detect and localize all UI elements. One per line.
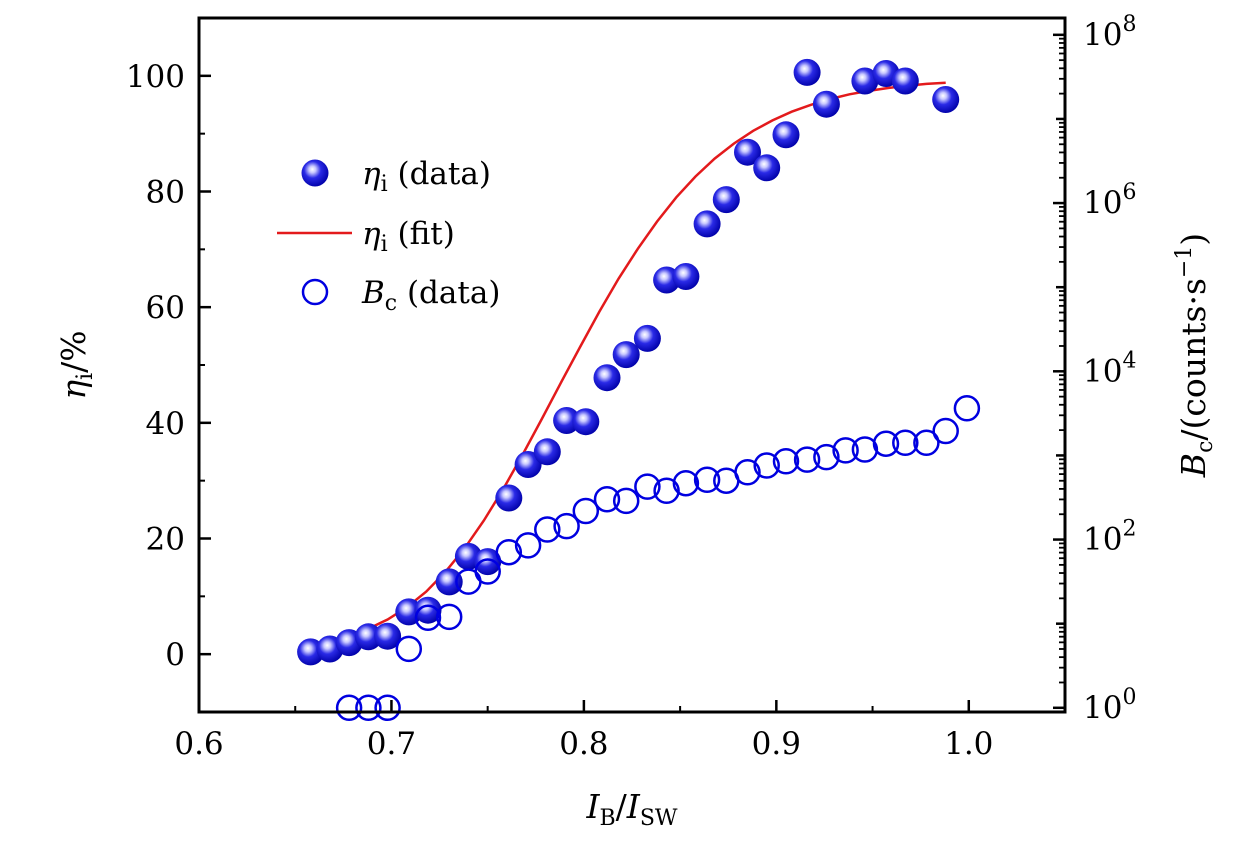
bc-data-point: [474, 558, 501, 585]
eta-data-point: [354, 623, 382, 651]
data-layer: [297, 58, 981, 722]
bc-data-point: [534, 516, 561, 543]
x-tick-label: 0.8: [559, 726, 608, 762]
bc-data-point: [932, 417, 959, 445]
legend-symbol-open-circle: [301, 278, 329, 306]
legend-symbol-filled-circle: [301, 159, 329, 187]
bc-data-point: [953, 395, 981, 422]
bc-data-point: [813, 443, 840, 471]
y-left-tick-label: 100: [126, 59, 185, 95]
fit-line: [310, 81, 946, 647]
y-right-tick-label: 106: [1083, 180, 1136, 221]
bc-data-point: [832, 437, 859, 464]
eta-data-point: [672, 263, 700, 290]
bc-data-point: [653, 477, 680, 505]
eta-data-point: [612, 341, 640, 369]
eta-data-point: [533, 438, 561, 466]
bc-data-point: [913, 429, 940, 457]
eta-data-point: [891, 67, 919, 95]
ticks-layer: 0.6 0.7 0.8 0.9 1.0 0 20 40 60 80 100 100 102 104 106 1…: [126, 12, 1137, 762]
eta-data-point: [812, 90, 840, 118]
bc-data-point: [414, 604, 442, 632]
bc-data-point: [872, 430, 900, 457]
bc-data-point: [612, 487, 640, 515]
bc-data-point: [593, 485, 621, 513]
eta-data-point: [851, 67, 879, 95]
eta-data-point: [772, 121, 800, 149]
eta-data-point: [495, 484, 523, 512]
x-tick-label: 0.7: [367, 726, 416, 762]
x-tick-label: 1.0: [944, 726, 993, 762]
bc-data-point: [634, 473, 661, 500]
y-left-tick-label: 60: [146, 290, 185, 326]
bc-data-point: [572, 497, 600, 525]
y-right-tick-label: 100: [1083, 685, 1136, 726]
bc-data-point: [772, 448, 800, 475]
bc-data-point: [693, 466, 721, 494]
eta-data-point: [593, 364, 621, 392]
bc-data-point: [793, 446, 821, 473]
y-left-tick-label: 80: [146, 175, 185, 211]
bc-data-point: [435, 603, 463, 631]
eta-data-point: [693, 210, 721, 238]
x-axis-title: IB/ISW: [585, 787, 677, 831]
eta-data-point: [793, 58, 821, 86]
y-left-tick-label: 0: [165, 637, 185, 673]
y-axis-left-title: ηi/%: [54, 330, 98, 399]
eta-data-point: [932, 86, 960, 113]
bc-data-point: [395, 635, 423, 663]
legend-label-eta-fit: ηi (fit): [362, 216, 455, 257]
bc-data-point: [374, 694, 401, 722]
bc-data-point: [892, 429, 919, 457]
legend-label-eta-data: ηi (data): [362, 156, 491, 197]
y-left-tick-label: 20: [146, 522, 185, 558]
y-right-tick-label: 102: [1083, 517, 1136, 558]
eta-data-point: [753, 154, 781, 182]
eta-data-point: [734, 138, 761, 166]
legend: ηi (data) ηi (fit) Bc (data): [277, 156, 500, 316]
y-right-tick-label: 108: [1083, 12, 1136, 53]
bc-data-point: [753, 452, 780, 479]
bc-data-point: [553, 512, 580, 540]
bc-data-point: [335, 694, 363, 722]
x-tick-label: 0.6: [174, 726, 223, 762]
eta-data-point: [435, 568, 463, 596]
bc-data-point: [495, 538, 523, 566]
y-left-tick-label: 40: [146, 406, 185, 442]
eta-data-point: [414, 596, 442, 624]
bc-data-point: [672, 469, 700, 497]
eta-data-point: [374, 622, 402, 650]
y-right-tick-label: 104: [1083, 348, 1136, 389]
eta-data-point: [633, 324, 661, 352]
eta-data-point: [572, 408, 600, 436]
eta-data-point: [514, 451, 542, 478]
eta-data-point: [474, 548, 502, 576]
eta-data-point: [712, 186, 740, 214]
bc-data-point: [514, 532, 542, 559]
legend-label-bc-data: Bc (data): [361, 275, 500, 316]
eta-data-point: [553, 407, 581, 434]
bc-data-point: [734, 459, 761, 486]
y-axis-right-title: Bc/(counts·s−1): [1172, 233, 1218, 478]
x-tick-label: 0.9: [752, 726, 801, 762]
bc-data-point: [355, 694, 382, 722]
